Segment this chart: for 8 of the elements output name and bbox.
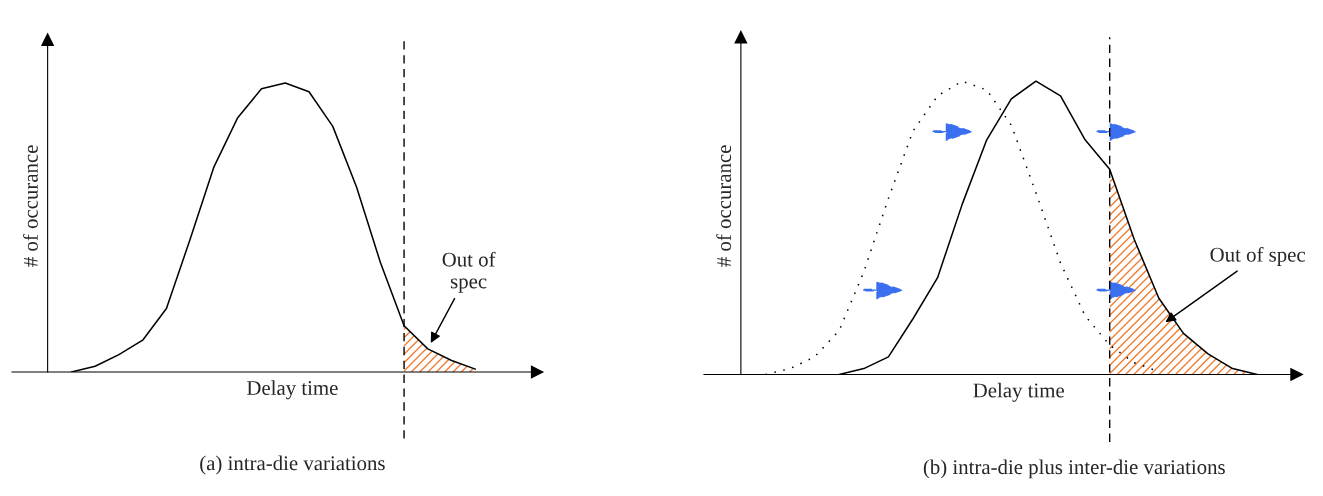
text: (b) intra-die plus inter-die variations (923, 459, 1225, 479)
annotation: Out of spec (1210, 246, 1306, 266)
y-axis-title: # of occurance (716, 145, 732, 267)
text: (a) intra-die variations (200, 455, 385, 475)
x-axis-title: Delay time (973, 382, 1064, 402)
x-axis-title: Delay time (246, 380, 338, 400)
y-axis-title: # of occurance (22, 145, 38, 267)
annotation: Out of spec (442, 251, 496, 293)
